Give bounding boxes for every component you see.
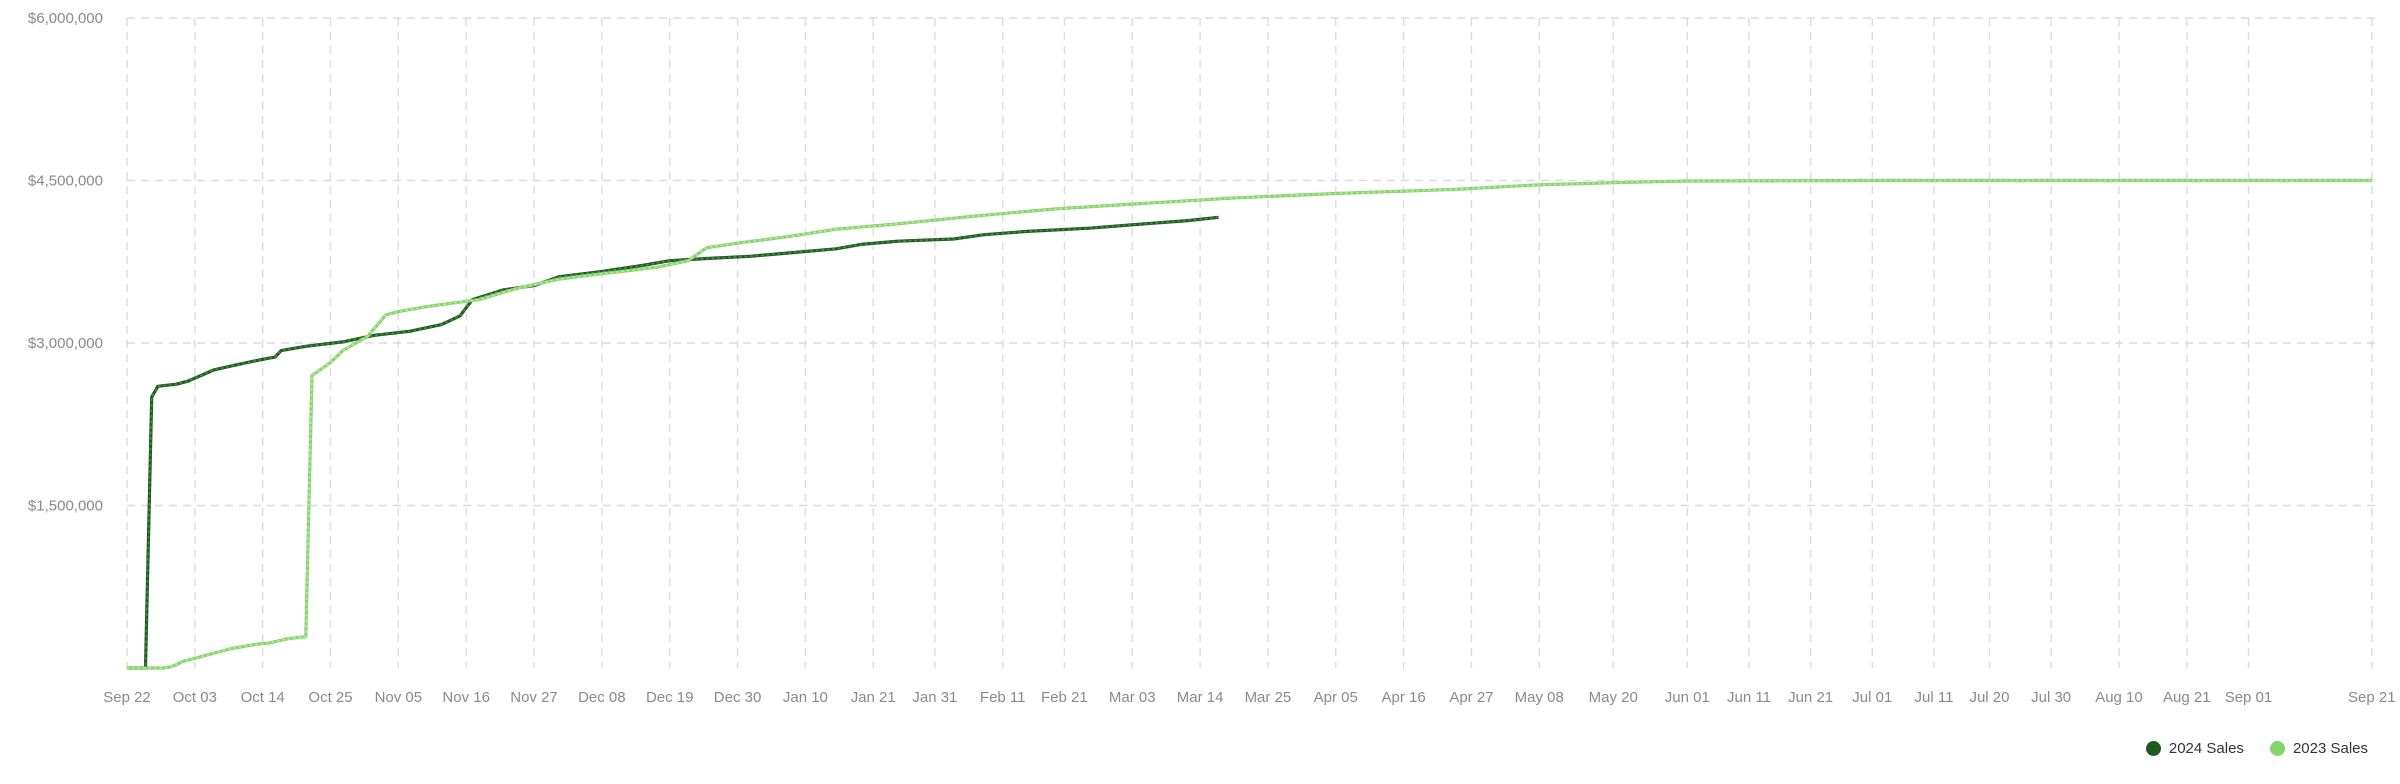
x-tick-label: Nov 27 [510,689,558,706]
x-tick-label: Jun 21 [1788,689,1833,706]
x-tick-label: May 08 [1515,689,1564,706]
series-line-2024 [127,215,1219,670]
x-tick-label: Apr 16 [1381,689,1425,706]
legend-label-2024: 2024 Sales [2168,740,2244,757]
x-tick-label: Mar 03 [1109,689,1156,706]
legend: 2024 Sales 2023 Sales [2145,740,2368,757]
legend-item-2024[interactable]: 2024 Sales [2145,740,2244,757]
x-tick-label: Sep 21 [2348,689,2396,706]
legend-item-2023[interactable]: 2023 Sales [2269,740,2368,757]
x-tick-label: Oct 14 [241,689,285,706]
x-tick-label: Dec 19 [646,689,694,706]
legend-dot-2023 [2269,741,2285,756]
x-tick-label: Dec 30 [714,689,762,706]
legend-dot-2024 [2145,741,2161,756]
x-tick-label: May 20 [1589,689,1638,706]
y-tick-label: $1,500,000 [28,498,103,515]
x-tick-label: Oct 03 [173,689,217,706]
x-tick-label: Feb 11 [980,689,1026,706]
x-tick-label: Jul 30 [2031,689,2071,706]
x-tick-label: Jul 01 [1852,689,1892,706]
x-tick-label: Apr 27 [1449,689,1493,706]
x-tick-label: Jan 21 [851,689,896,706]
x-tick-label: Sep 22 [103,689,151,706]
x-tick-label: Jan 31 [912,689,957,706]
x-tick-label: Sep 01 [2225,689,2273,706]
x-tick-label: Oct 25 [308,689,352,706]
x-tick-label: Nov 16 [442,689,490,706]
series-markers-2023 [126,179,2373,669]
series-line-2023 [127,178,2372,670]
x-axis: Sep 22 Oct 03 Oct 14 Oct 25 Nov 05 Nov 16 Nov … [103,689,2395,706]
x-tick-label: Jul 20 [1969,689,2009,706]
y-tick-label: $4,500,000 [28,173,103,190]
x-tick-label: Aug 10 [2095,689,2143,706]
legend-label-2023: 2023 Sales [2292,740,2368,757]
x-tick-label: Mar 25 [1245,689,1292,706]
x-tick-label: Apr 05 [1314,689,1358,706]
x-tick-label: Jun 11 [1727,689,1771,706]
x-tick-label: Mar 14 [1177,689,1224,706]
y-tick-label: $6,000,000 [28,10,103,27]
y-tick-label: $3,000,000 [28,335,103,352]
x-tick-label: Dec 08 [578,689,626,706]
series-lines [126,178,2373,670]
x-tick-label: Nov 05 [375,689,423,706]
x-tick-label: Jul 11 [1915,689,1954,706]
x-tick-label: Jun 01 [1665,689,1710,706]
series-markers-2024 [126,216,1220,669]
x-tick-label: Feb 21 [1041,689,1088,706]
x-tick-label: Aug 21 [2163,689,2211,706]
x-tick-label: Jan 10 [783,689,828,706]
grid [126,17,2378,668]
y-axis: $1,500,000 $3,000,000 $4,500,000 $6,000,000 [28,10,103,515]
